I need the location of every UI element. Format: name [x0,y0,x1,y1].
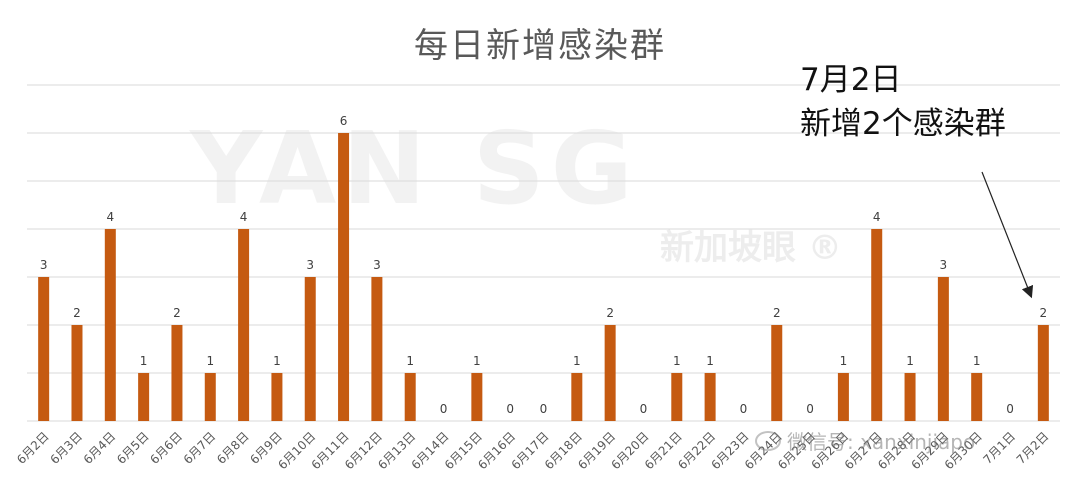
data-label-13: 1 [473,354,481,368]
bar-6 [238,229,250,421]
bar-22 [771,325,783,421]
x-tick-label-30: 7月2日 [1014,429,1052,467]
data-label-27: 3 [940,258,948,272]
data-label-10: 3 [373,258,381,272]
bar-25 [871,229,883,421]
bar-8 [304,277,316,421]
x-tick-label-6: 6月8日 [214,429,252,467]
data-label-7: 1 [273,354,281,368]
data-label-25: 4 [873,210,881,224]
bar-20 [704,373,716,421]
data-label-19: 1 [673,354,681,368]
data-label-3: 1 [140,354,148,368]
data-label-12: 0 [440,402,448,416]
wechat-id: 微信号: xanxinjiapo [787,430,976,454]
data-label-30: 2 [1040,306,1048,320]
wechat-watermark: 微信号: xanxinjiapo [755,426,975,455]
x-tick-label-2: 6月4日 [81,429,119,467]
bar-3 [138,373,150,421]
annotation-line-1: 7月2日 [800,62,902,98]
x-tick-label-1: 6月3日 [47,429,85,467]
bar-10 [371,277,383,421]
data-label-24: 1 [840,354,848,368]
data-label-11: 1 [406,354,414,368]
data-label-21: 0 [740,402,748,416]
x-tick-label-5: 6月7日 [181,429,219,467]
bar-4 [171,325,183,421]
annotation-arrow [981,171,1034,299]
data-label-28: 1 [973,354,981,368]
data-label-22: 2 [773,306,781,320]
data-label-29: 0 [1006,402,1014,416]
data-label-4: 2 [173,306,181,320]
bar-9 [338,133,350,421]
bar-30 [1037,325,1049,421]
wechat-icon [755,430,781,451]
bar-27 [937,277,949,421]
data-label-2: 4 [106,210,114,224]
data-label-0: 3 [40,258,48,272]
data-label-20: 1 [706,354,714,368]
bar-16 [571,373,583,421]
data-label-16: 1 [573,354,581,368]
bar-28 [971,373,983,421]
annotation-line-2: 新增2个感染群 [800,106,1006,142]
data-label-6: 4 [240,210,248,224]
data-label-8: 3 [306,258,314,272]
x-tick-label-29: 7月1日 [980,429,1018,467]
bar-1 [71,325,83,421]
bar-17 [604,325,616,421]
bar-2 [104,229,116,421]
bar-0 [38,277,50,421]
bar-26 [904,373,916,421]
data-label-1: 2 [73,306,81,320]
bar-19 [671,373,683,421]
x-tick-label-0: 6月2日 [14,429,52,467]
data-label-17: 2 [606,306,614,320]
annotation-text: 7月2日 新增2个感染群 [800,58,1006,146]
data-label-15: 0 [540,402,548,416]
bar-5 [204,373,216,421]
chart-title: 每日新增感染群 [414,26,666,66]
bar-13 [471,373,483,421]
data-label-26: 1 [906,354,914,368]
bar-11 [404,373,416,421]
gridlines [27,84,1060,422]
x-tick-label-3: 6月5日 [114,429,152,467]
watermark-logo: YAN SG [190,110,639,227]
bars [38,133,1049,421]
data-label-5: 1 [206,354,214,368]
data-label-23: 0 [806,402,814,416]
data-label-14: 0 [506,402,514,416]
x-tick-label-4: 6月6日 [147,429,185,467]
data-label-18: 0 [640,402,648,416]
bar-24 [837,373,849,421]
data-label-9: 6 [340,114,348,128]
bar-7 [271,373,283,421]
watermark-subtitle: 新加坡眼 ® [660,228,842,268]
data-labels: 3 2 4 1 2 1 4 1 3 6 3 1 0 1 0 0 1 2 0 1 1 0 2 0 1 4 1 3 1 0 2 [40,114,1047,416]
